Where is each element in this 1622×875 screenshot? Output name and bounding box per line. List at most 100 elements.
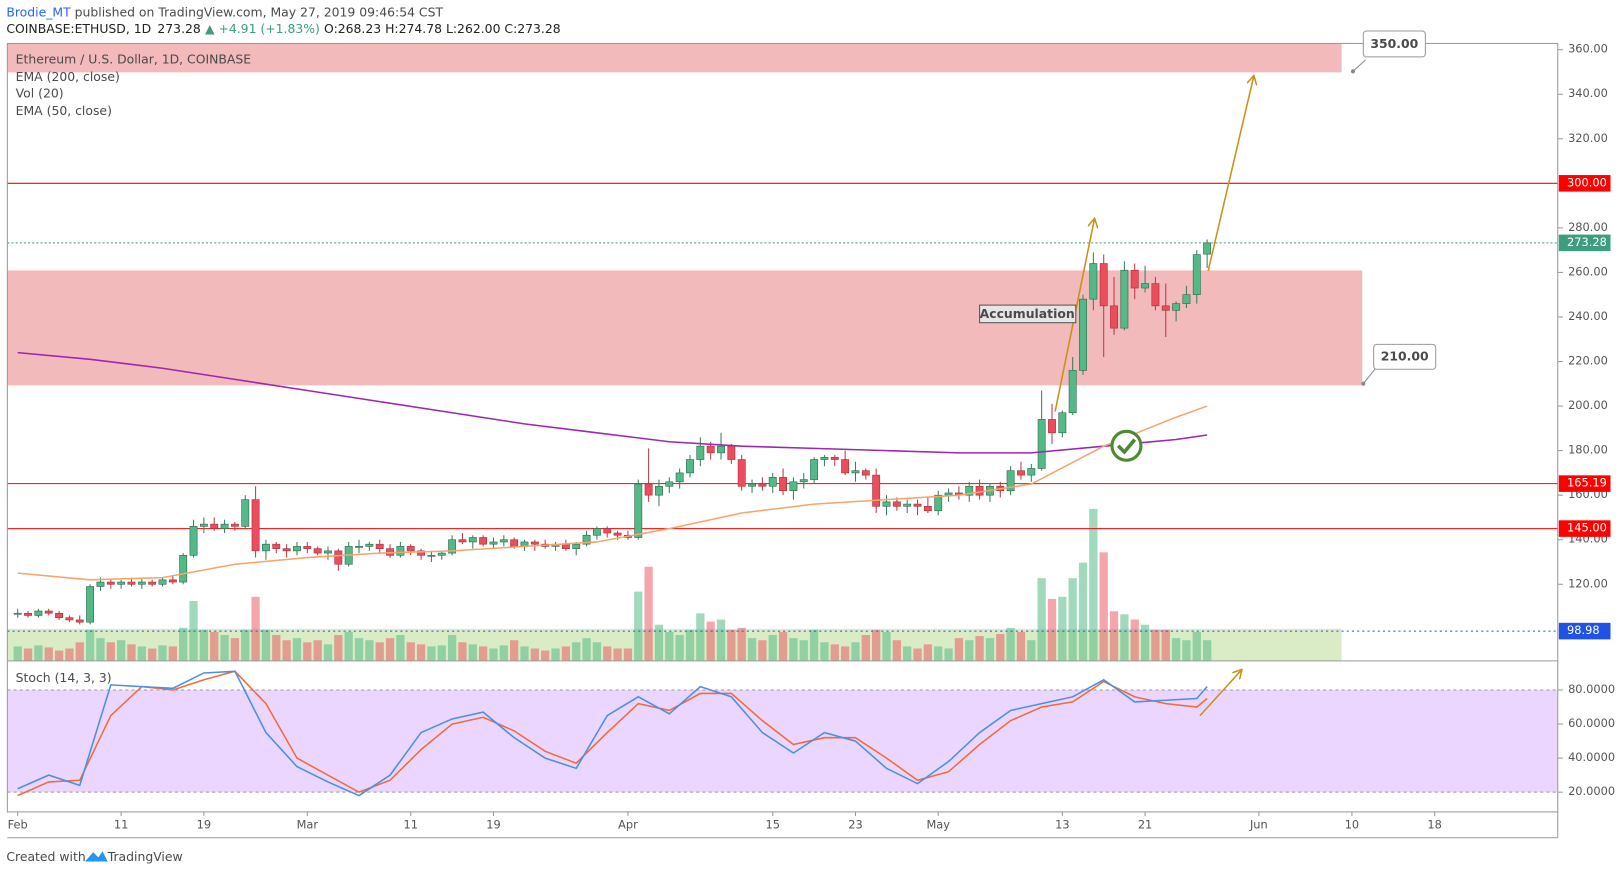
volume-bar bbox=[1027, 640, 1036, 661]
volume-bar bbox=[303, 642, 312, 661]
candle-body bbox=[210, 523, 219, 529]
candle-body bbox=[820, 456, 829, 460]
volume-bar bbox=[1161, 629, 1170, 661]
candle-body bbox=[13, 612, 22, 615]
candle-body bbox=[799, 479, 808, 483]
candle-body bbox=[1058, 412, 1067, 434]
candle-body bbox=[448, 539, 457, 554]
candle-body bbox=[313, 548, 322, 554]
volume-bar bbox=[727, 629, 736, 661]
volume-bar bbox=[903, 646, 912, 661]
candle-body bbox=[220, 523, 229, 529]
x-tick-label: Apr bbox=[618, 817, 638, 831]
volume-bar bbox=[427, 646, 436, 661]
candle-body bbox=[923, 506, 932, 512]
volume-bar bbox=[75, 642, 84, 661]
candle-body bbox=[717, 445, 725, 454]
volume-bar bbox=[489, 648, 498, 661]
candle-body bbox=[499, 539, 508, 543]
volume-bar bbox=[458, 642, 467, 661]
volume-bar bbox=[623, 648, 633, 661]
volume-bar bbox=[996, 634, 1005, 661]
candle-body bbox=[179, 555, 188, 583]
volume-bar bbox=[1058, 596, 1067, 661]
candle-body bbox=[1037, 419, 1046, 469]
candle-body bbox=[34, 610, 43, 616]
candle-body bbox=[830, 456, 839, 460]
volume-bar bbox=[230, 638, 240, 661]
volume-bar bbox=[396, 635, 405, 661]
candle-body bbox=[810, 459, 819, 480]
callout-box bbox=[1362, 30, 1426, 58]
candle-body bbox=[686, 459, 694, 474]
candle-body bbox=[882, 501, 891, 507]
arrow bbox=[1207, 77, 1254, 272]
volume-bar bbox=[261, 629, 271, 661]
candle-body bbox=[293, 546, 301, 552]
ema-line bbox=[17, 351, 1208, 454]
x-tick-label: 19 bbox=[486, 817, 500, 831]
footer-brand[interactable]: TradingView bbox=[107, 849, 183, 864]
x-tick-label: Jun bbox=[1249, 817, 1268, 831]
volume-bar bbox=[768, 635, 777, 661]
volume-bar bbox=[220, 635, 229, 661]
header-line: Brodie_MT published on TradingView.com, … bbox=[6, 4, 443, 19]
volume-bar bbox=[292, 638, 302, 661]
volume-bar bbox=[872, 629, 881, 661]
volume-bar bbox=[44, 647, 53, 661]
level-label: 273.28 bbox=[1567, 235, 1607, 249]
y-tick-label: 340.00 bbox=[1568, 86, 1608, 100]
candle-body bbox=[1172, 303, 1181, 311]
candle-body bbox=[892, 501, 901, 507]
volume-bar bbox=[1099, 552, 1108, 661]
volume-bar bbox=[447, 635, 457, 661]
volume-bar bbox=[820, 642, 829, 661]
candle-body bbox=[706, 445, 715, 454]
candle-body bbox=[758, 483, 767, 487]
volume-bar bbox=[365, 640, 374, 661]
volume-bar bbox=[685, 629, 695, 661]
volume-bar bbox=[158, 645, 167, 661]
volume-bar bbox=[882, 631, 891, 661]
y-tick-label: 360.00 bbox=[1568, 42, 1608, 56]
candle-body bbox=[965, 485, 974, 496]
volume-bar bbox=[406, 642, 415, 661]
volume-bar bbox=[313, 640, 322, 661]
candle-body bbox=[106, 581, 115, 585]
volume-bar bbox=[1182, 640, 1191, 661]
volume-bar bbox=[1140, 624, 1150, 661]
volume-bar bbox=[23, 648, 33, 661]
volume-bar bbox=[127, 644, 136, 661]
volume-bar bbox=[716, 619, 726, 661]
callout-pointer bbox=[1362, 367, 1377, 385]
volume-bar bbox=[1068, 578, 1077, 661]
candle-body bbox=[468, 537, 477, 543]
level-label: 165.19 bbox=[1567, 476, 1607, 490]
volume-bar bbox=[106, 642, 115, 661]
y-tick-label: 280.00 bbox=[1568, 220, 1608, 234]
candle-body bbox=[396, 546, 405, 556]
volume-bar bbox=[706, 621, 715, 661]
level-label-box bbox=[1558, 475, 1611, 492]
candle-body bbox=[96, 581, 105, 587]
volume-bar bbox=[665, 631, 674, 661]
arrow bbox=[1199, 670, 1241, 717]
volume-bar bbox=[913, 648, 922, 661]
x-tick-label: 21 bbox=[1138, 817, 1152, 831]
candle-body bbox=[1048, 419, 1056, 434]
volume-bar bbox=[499, 645, 508, 661]
volume-bar bbox=[96, 638, 105, 661]
candle-body bbox=[644, 483, 653, 496]
volume-bar bbox=[1006, 627, 1015, 661]
callout-anchor bbox=[1361, 381, 1366, 386]
candle-body bbox=[117, 581, 126, 585]
volume-bar bbox=[1109, 611, 1119, 661]
volume-bar bbox=[840, 646, 850, 661]
volume-bar bbox=[1037, 578, 1046, 661]
marks-layer bbox=[7, 182, 1558, 797]
candle-body bbox=[479, 537, 488, 545]
y-tick-label: 60.0000 bbox=[1568, 716, 1615, 730]
callout-box bbox=[1373, 343, 1437, 370]
callout: 350.00 bbox=[1370, 36, 1418, 51]
author[interactable]: Brodie_MT bbox=[6, 4, 71, 19]
